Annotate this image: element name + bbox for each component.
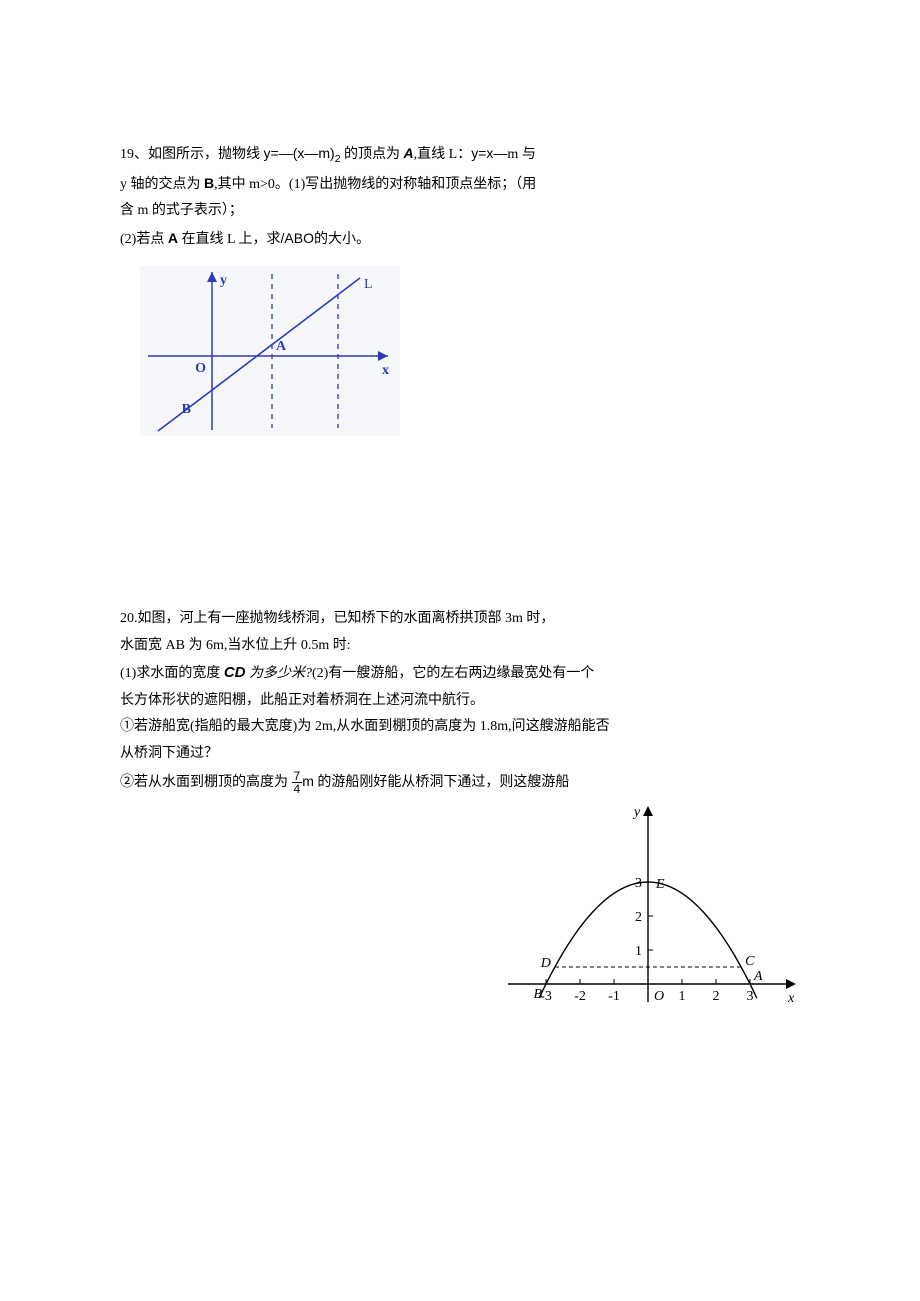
- q20-line4: 长方体形状的遮阳棚，此船正对着桥洞在上述河流中航行。: [120, 688, 800, 715]
- svg-text:1: 1: [635, 944, 642, 959]
- q20-figure-holder: -3-2-1123123ABCDEOxy: [120, 802, 800, 1032]
- q19-A2: A: [168, 230, 178, 246]
- svg-text:y: y: [220, 273, 227, 288]
- q19-line2-post1: ,其中 m>0。(1)写出抛物线的对称轴和顶点坐标；（用: [214, 177, 536, 192]
- q20-line7-post: 的游船刚好能从桥洞下通过，则这艘游船: [317, 775, 569, 790]
- q19-figure: y x O A B L: [140, 266, 400, 436]
- q20-line3-mid: 为多少米?: [246, 666, 313, 681]
- svg-text:A: A: [753, 969, 763, 984]
- q20-line2: 水面宽 AB 为 6m,当水位上升 0.5m 时:: [120, 633, 800, 660]
- q20-CD: CD: [224, 664, 246, 681]
- q20-m-unit: m: [302, 773, 314, 789]
- q20-line1: 20.如图，河上有一座抛物线桥洞，已知桥下的水面离桥拱顶部 3m 时，: [120, 606, 800, 633]
- svg-text:A: A: [276, 339, 287, 354]
- q19-line1-mid: 的顶点为: [344, 147, 404, 162]
- svg-text:B: B: [533, 987, 542, 1002]
- svg-text:D: D: [540, 956, 551, 971]
- q19-leq-y: y=: [471, 145, 486, 161]
- svg-text:-2: -2: [574, 989, 586, 1004]
- svg-text:x: x: [382, 363, 389, 378]
- svg-text:O: O: [654, 989, 664, 1004]
- svg-text:y: y: [632, 805, 641, 820]
- q19-sq: 2: [335, 153, 341, 165]
- q19-m2: m: [507, 147, 518, 162]
- q19-line1-wrap: 19、如图所示，抛物线 y=—(x—m)2 的顶点为 A,直线 L：y=x—m …: [120, 140, 800, 170]
- svg-text:B: B: [182, 402, 191, 417]
- q20-line3-wrap: (1)求水面的宽度 CD 为多少米?(2)有一艘游船，它的左右两边缘最宽处有一个: [120, 659, 800, 688]
- q19-line2-pre: y 轴的交点为: [120, 177, 204, 192]
- q20-line7-wrap: ②若从水面到棚顶的高度为 7 4 m 的游船刚好能从桥洞下通过，则这艘游船: [120, 768, 800, 797]
- q19-em1: —: [279, 145, 293, 161]
- q19-A: A: [404, 145, 414, 161]
- svg-text:L: L: [364, 277, 373, 292]
- q19-em2: —: [304, 145, 318, 161]
- q20-frac-den: 4: [292, 783, 303, 795]
- q19-figure-holder: y x O A B L: [140, 266, 800, 447]
- svg-text:E: E: [655, 877, 665, 892]
- q19-line1-post1: ,直线 L：: [414, 147, 472, 162]
- svg-text:x: x: [787, 991, 795, 1006]
- svg-text:-1: -1: [608, 989, 620, 1004]
- q19-abo: ABO: [284, 230, 314, 246]
- svg-text:O: O: [195, 361, 206, 376]
- q19-line4-wrap: (2)若点 A 在直线 L 上，求/ABO的大小。: [120, 225, 800, 254]
- q20-line5: ①若游船宽(指船的最大宽度)为 2m,从水面到棚顶的高度为 1.8m,问这艘游船…: [120, 714, 800, 741]
- q19-line2-wrap: y 轴的交点为 B,其中 m>0。(1)写出抛物线的对称轴和顶点坐标；（用: [120, 170, 800, 199]
- q20-line3-pre: (1)求水面的宽度: [120, 666, 224, 681]
- q19-B: B: [204, 175, 214, 191]
- svg-text:2: 2: [713, 989, 720, 1004]
- q19-line4-pre: (2)若点: [120, 232, 168, 247]
- svg-text:3: 3: [747, 989, 754, 1004]
- q20-fraction: 7 4: [292, 770, 303, 795]
- q20-line7-pre: ②若从水面到棚顶的高度为: [120, 775, 288, 790]
- q19-block: 19、如图所示，抛物线 y=—(x—m)2 的顶点为 A,直线 L：y=x—m …: [120, 140, 800, 254]
- q20-frac-num: 7: [292, 770, 303, 783]
- svg-text:1: 1: [679, 989, 686, 1004]
- q20-figure: -3-2-1123123ABCDEOxy: [500, 802, 800, 1032]
- q19-yeq: y=: [264, 145, 279, 161]
- q19-line1-tail: 与: [518, 147, 536, 162]
- q19-line1-pre: 19、如图所示，抛物线: [120, 147, 264, 162]
- q19-em3: —: [493, 145, 507, 161]
- q20-line6: 从桥洞下通过？: [120, 741, 800, 768]
- svg-text:C: C: [745, 954, 755, 969]
- q19-line4-tail: 的大小。: [314, 232, 370, 247]
- page: 19、如图所示，抛物线 y=—(x—m)2 的顶点为 A,直线 L：y=x—m …: [0, 0, 920, 1301]
- q19-m: m: [318, 145, 330, 161]
- svg-text:2: 2: [635, 910, 642, 925]
- q19-line4-mid: 在直线 L 上，求: [178, 232, 281, 247]
- q20-block: 20.如图，河上有一座抛物线桥洞，已知桥下的水面离桥拱顶部 3m 时， 水面宽 …: [120, 606, 800, 796]
- q20-line3-post: (2)有一艘游船，它的左右两边缘最宽处有一个: [312, 666, 594, 681]
- q19-line3: 含 m 的式子表示）；: [120, 198, 800, 225]
